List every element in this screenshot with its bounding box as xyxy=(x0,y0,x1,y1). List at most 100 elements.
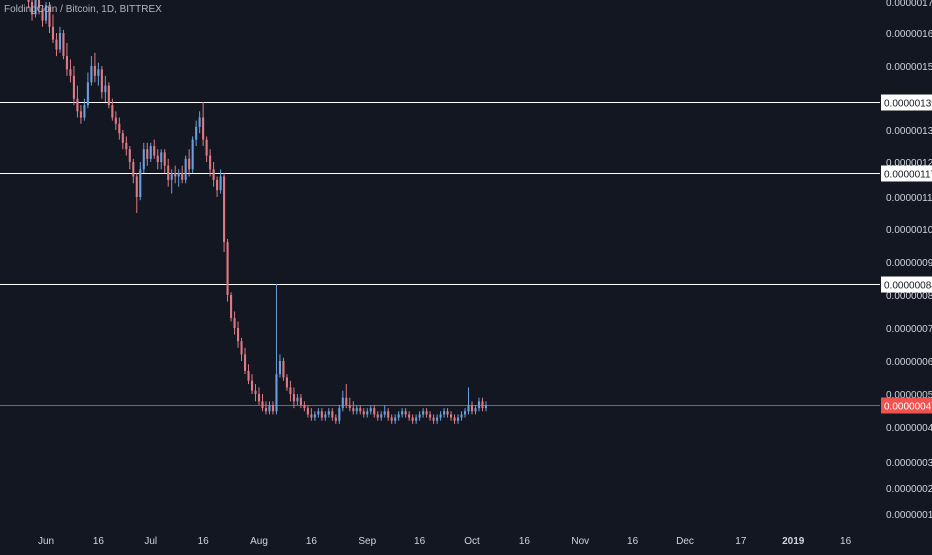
last-price-label-box xyxy=(881,397,932,414)
candle-body xyxy=(216,179,219,191)
candle-body xyxy=(139,169,142,197)
level-label-box xyxy=(881,276,932,293)
candle-body xyxy=(111,105,114,118)
candle-body xyxy=(383,411,386,415)
candle-body xyxy=(470,405,474,412)
candle-body xyxy=(72,75,75,99)
x-tick-label: 2019 xyxy=(782,536,805,547)
candle-body xyxy=(86,82,89,106)
level-label: 0.00000084 xyxy=(884,281,932,292)
candle-body xyxy=(436,417,439,421)
candle-body xyxy=(65,56,68,70)
candle-body xyxy=(97,69,100,76)
candle-body xyxy=(90,66,93,83)
candle-body xyxy=(352,408,355,412)
x-tick-label: Jun xyxy=(38,536,54,547)
candle-body xyxy=(142,149,145,170)
candle-body xyxy=(107,85,110,106)
candle-body xyxy=(254,390,257,394)
level-label: 0.00000139 xyxy=(884,99,932,110)
candle-body xyxy=(230,295,233,319)
candle-body xyxy=(191,139,194,170)
candle-body xyxy=(163,152,166,166)
candle-body xyxy=(128,149,131,162)
candle-body xyxy=(69,69,72,76)
candle-body xyxy=(27,0,30,2)
candle-body xyxy=(429,414,432,418)
candle-body xyxy=(366,411,369,415)
candle-body xyxy=(317,411,320,415)
candle-body xyxy=(83,105,86,118)
candle-body xyxy=(125,142,128,150)
candle-body xyxy=(135,176,138,197)
candle-body xyxy=(79,111,82,118)
candle-body xyxy=(58,33,62,50)
candle-body xyxy=(30,2,34,15)
candle-body xyxy=(271,405,275,412)
x-tick-label: 16 xyxy=(519,536,531,547)
candle-body xyxy=(453,417,456,421)
x-tick-label: 16 xyxy=(627,536,639,547)
candle-body xyxy=(463,411,467,415)
candle-body xyxy=(341,397,344,409)
candle-body xyxy=(121,133,124,143)
candle-body xyxy=(484,405,488,409)
candle-body xyxy=(104,85,107,93)
candle-body xyxy=(261,401,264,409)
candle-body xyxy=(156,155,159,162)
candle-body xyxy=(355,408,358,412)
candle-body xyxy=(100,69,103,93)
candle-body xyxy=(257,394,261,402)
candle-body xyxy=(313,414,316,418)
candle-body xyxy=(394,417,397,421)
candle-body xyxy=(331,411,334,418)
candle-body xyxy=(188,158,191,170)
candle-body xyxy=(299,397,302,405)
candle-body xyxy=(250,380,254,391)
x-tick-label: 16 xyxy=(93,536,105,547)
candle-body xyxy=(160,152,163,162)
candle-body xyxy=(327,411,330,415)
candle-body xyxy=(456,417,460,421)
candle-body xyxy=(170,173,173,180)
candle-body xyxy=(212,169,215,180)
candle-body xyxy=(345,397,348,405)
candle-body xyxy=(195,126,198,140)
candle-body xyxy=(34,0,37,15)
candle-body xyxy=(118,123,121,134)
candle-body xyxy=(114,117,117,124)
candle-body xyxy=(320,411,323,418)
candle-body xyxy=(202,117,205,140)
candle-body xyxy=(303,405,306,409)
candle-body xyxy=(460,414,463,418)
candle-body xyxy=(432,417,435,421)
candle-body xyxy=(184,158,187,180)
candle-body xyxy=(76,98,79,112)
candle-body xyxy=(219,176,222,191)
candle-body xyxy=(285,377,288,388)
candle-body xyxy=(247,370,250,381)
candle-body xyxy=(338,408,341,421)
candle-body xyxy=(223,176,226,243)
candle-body xyxy=(198,117,201,127)
candle-body xyxy=(278,361,281,375)
candle-body xyxy=(55,39,58,50)
level-label-box xyxy=(881,94,932,111)
candle-body xyxy=(44,5,48,21)
candle-body xyxy=(177,173,180,177)
candle-body xyxy=(359,408,362,412)
candle-body xyxy=(93,66,96,76)
x-tick-label: Aug xyxy=(250,536,268,547)
candle-body xyxy=(243,354,247,371)
y-tick-label: 0.00000022 xyxy=(886,484,932,495)
candle-body xyxy=(411,417,414,421)
candle-body xyxy=(62,33,65,57)
